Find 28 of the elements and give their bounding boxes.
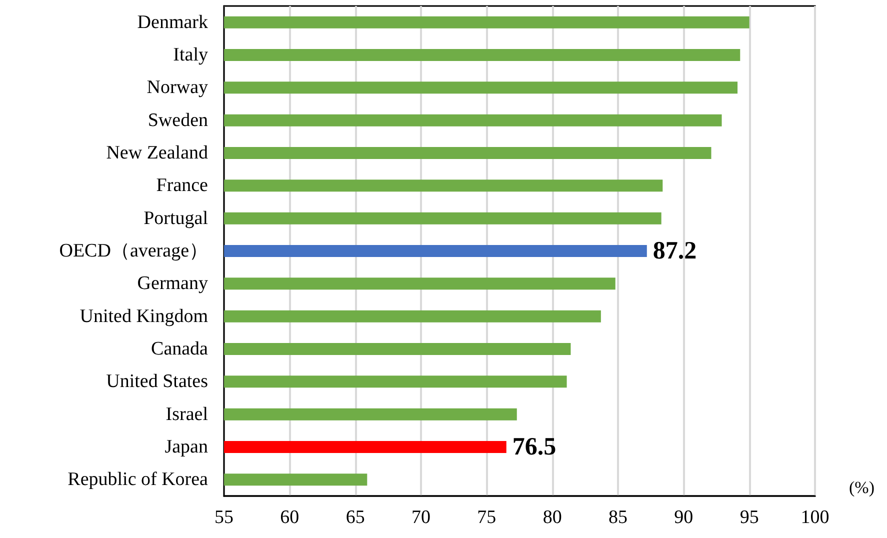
y-tick-label: Italy bbox=[173, 44, 208, 66]
y-tick-label: Republic of Korea bbox=[68, 469, 209, 490]
y-tick-label: New Zealand bbox=[106, 142, 208, 164]
y-tick-label: OECD（average） bbox=[59, 240, 208, 262]
data-label: 87.2 bbox=[652, 238, 697, 264]
y-tick-label: United Kingdom bbox=[80, 306, 208, 327]
y-tick-label: Japan bbox=[164, 436, 208, 458]
x-tick-label: 70 bbox=[412, 507, 430, 528]
y-tick-label: France bbox=[156, 175, 208, 196]
x-tick-label: 60 bbox=[280, 507, 300, 528]
x-tick-label: 65 bbox=[346, 507, 365, 528]
y-tick-label: Denmark bbox=[137, 12, 208, 33]
x-tick-label: 85 bbox=[608, 507, 628, 528]
x-axis-title: (%) bbox=[849, 478, 874, 497]
x-tick-label: 90 bbox=[674, 507, 694, 528]
y-tick-label: Israel bbox=[166, 404, 208, 425]
x-tick-label: 55 bbox=[214, 507, 234, 528]
y-tick-label: Norway bbox=[146, 77, 208, 98]
y-tick-label: Portugal bbox=[144, 208, 208, 229]
x-tick-label: 80 bbox=[542, 507, 562, 528]
x-tick-label: 95 bbox=[740, 507, 759, 528]
x-tick-label: 100 bbox=[800, 507, 830, 528]
data-label: 76.5 bbox=[512, 434, 556, 460]
y-tick-label: Germany bbox=[137, 273, 208, 294]
y-tick-label: Canada bbox=[151, 338, 209, 360]
y-tick-label: United States bbox=[106, 371, 208, 392]
y-tick-label: Sweden bbox=[148, 110, 208, 131]
x-tick-label: 75 bbox=[477, 507, 496, 528]
